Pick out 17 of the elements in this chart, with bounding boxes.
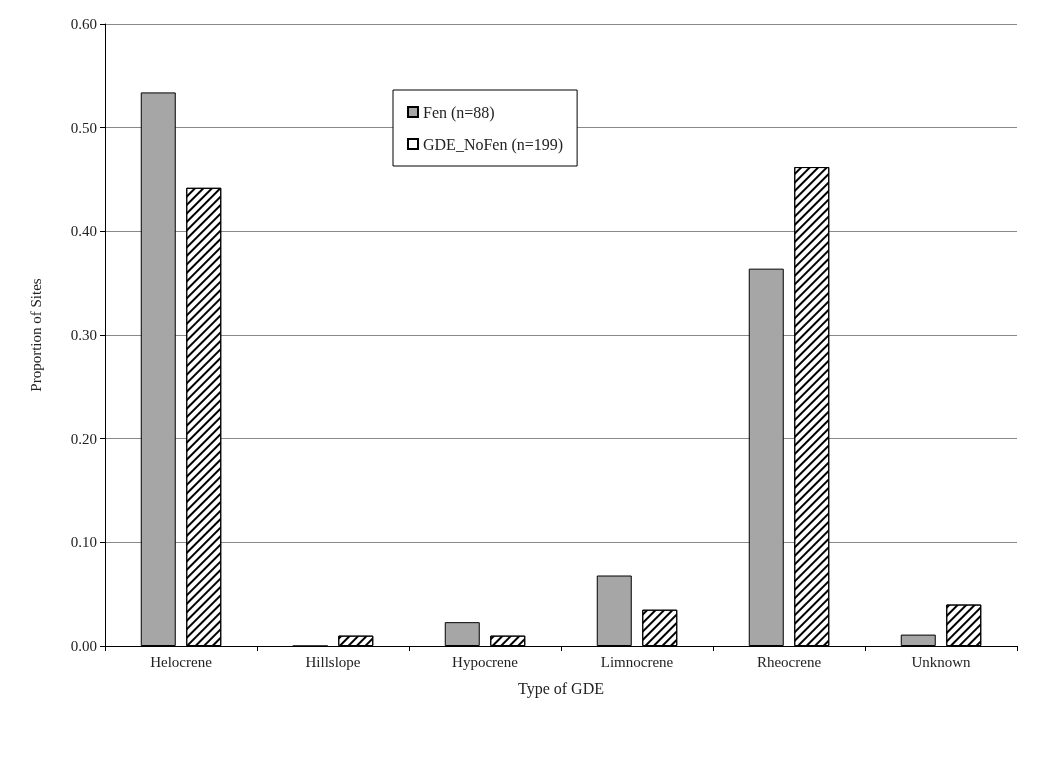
legend-label: Fen (n=88) xyxy=(423,103,495,122)
y-tick-label: 0.40 xyxy=(70,223,97,240)
y-tick-label: 0.50 xyxy=(70,119,97,136)
y-axis-title: Proportion of Sites xyxy=(27,278,44,392)
x-axis-title: Type of GDE xyxy=(518,679,604,698)
y-tick-label: 0.20 xyxy=(70,430,97,447)
x-tick-label: Unknown xyxy=(911,653,972,670)
x-tick-label: Helocrene xyxy=(150,653,213,670)
x-tick-label: Hypocrene xyxy=(452,653,519,670)
y-tick-label: 0.10 xyxy=(70,534,97,551)
x-tick-label: Rheocrene xyxy=(756,653,822,670)
y-tick-label: 0.60 xyxy=(70,16,97,32)
y-tick-label: 0.30 xyxy=(70,327,97,343)
legend-label: GDE_NoFen (n=199) xyxy=(423,135,564,154)
x-tick-label: Hillslope xyxy=(305,653,361,670)
x-tick-label: Limnocrene xyxy=(600,653,674,670)
y-tick-label: 0.00 xyxy=(70,638,97,654)
